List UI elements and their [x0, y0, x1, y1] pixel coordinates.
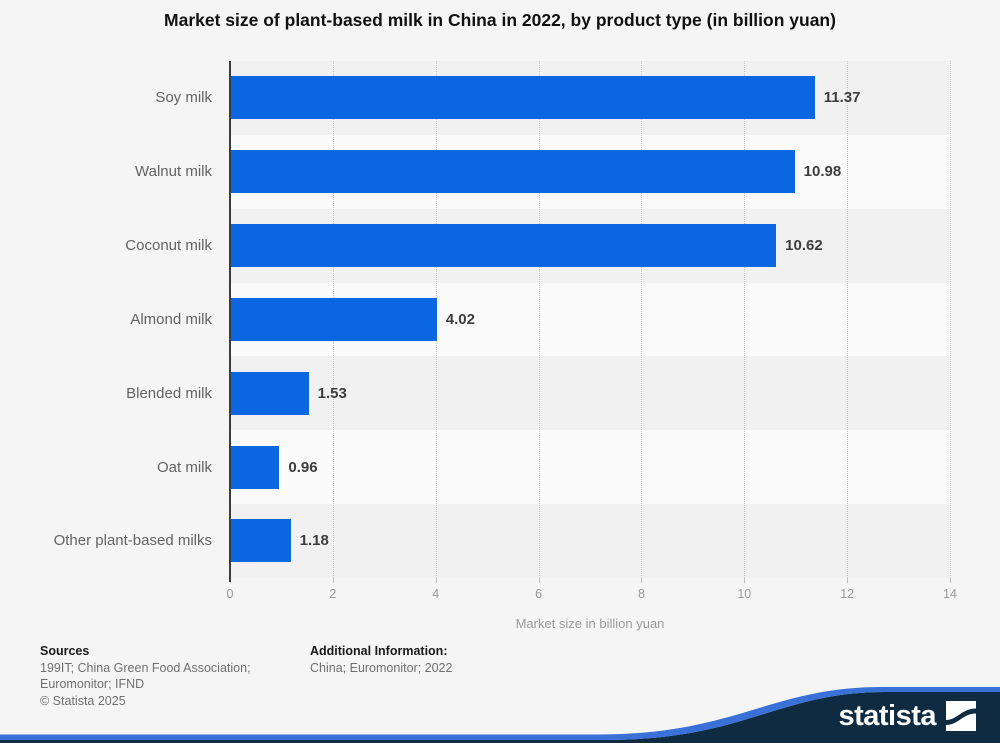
sources-block: Sources 199IT; China Green Food Associat…	[40, 643, 251, 709]
tick-mark-12	[847, 578, 849, 583]
x-tick-label-12: 12	[840, 587, 855, 601]
category-label-walnut-milk: Walnut milk	[135, 163, 212, 181]
bar-oat-milk	[230, 445, 280, 489]
x-tick-label-4: 4	[432, 587, 440, 601]
value-label-almond-milk: 4.02	[445, 310, 475, 328]
statista-wordmark: statista	[838, 699, 936, 732]
statista-banner: statista	[0, 680, 1000, 743]
value-label-oat-milk: 0.96	[288, 458, 318, 476]
chart-rows: Soy milk 11.37 Walnut milk 10.98 Coconut mil…	[0, 61, 950, 578]
y-axis-line	[229, 61, 231, 582]
plot-cell: 10.62	[230, 208, 950, 283]
bar-soy-milk	[230, 76, 815, 120]
additional-info-line: China; Euromonitor; 2022	[310, 660, 453, 675]
gridline-14	[950, 61, 951, 578]
copyright-text: © Statista 2025	[40, 693, 126, 708]
x-tick-label-2: 2	[329, 587, 337, 601]
tick-mark-10	[744, 578, 746, 583]
tick-mark-4	[435, 578, 437, 583]
chart-row-walnut-milk: Walnut milk 10.98	[0, 134, 950, 209]
value-label-blended-milk: 1.53	[317, 384, 347, 402]
x-axis-title: Market size in billion yuan	[515, 616, 665, 631]
tick-mark-6	[538, 578, 540, 583]
chart-row-blended-milk: Blended milk 1.53	[0, 356, 950, 431]
sources-heading: Sources	[40, 644, 90, 658]
tick-mark-14	[950, 578, 951, 583]
x-tick-label-8: 8	[637, 587, 645, 601]
additional-info-heading: Additional Information:	[310, 644, 448, 658]
category-label-blended-milk: Blended milk	[126, 384, 212, 402]
additional-info-block: Additional Information: China; Euromonit…	[310, 643, 452, 676]
bar-other-plant-based-milks	[230, 519, 291, 563]
bar-almond-milk	[230, 297, 437, 341]
x-tick-label-14: 14	[943, 587, 957, 601]
x-tick-label-6: 6	[535, 587, 543, 601]
category-label-almond-milk: Almond milk	[130, 310, 212, 328]
bar-chart: Soy milk 11.37 Walnut milk 10.98 Coconut mil…	[0, 61, 951, 583]
chart-row-oat-milk: Oat milk 0.96	[0, 430, 950, 505]
statista-logo-icon	[946, 701, 976, 731]
x-tick-label-10: 10	[737, 587, 752, 601]
value-label-walnut-milk: 10.98	[803, 163, 842, 181]
category-label-oat-milk: Oat milk	[156, 458, 212, 476]
value-label-other-plant-based-milks: 1.18	[299, 532, 329, 550]
value-label-soy-milk: 11.37	[823, 89, 861, 107]
chart-row-almond-milk: Almond milk 4.02	[0, 282, 950, 357]
value-label-coconut-milk: 10.62	[785, 237, 823, 255]
chart-row-other-plant-based-milks: Other plant-based milks 1.18	[0, 504, 950, 578]
plot-cell: 1.18	[230, 504, 950, 578]
x-tick-label-0: 0	[226, 587, 234, 601]
sources-line: 199IT; China Green Food Association;	[40, 660, 251, 675]
chart-row-soy-milk: Soy milk 11.37	[0, 61, 950, 135]
chart-row-coconut-milk: Coconut milk 10.62	[0, 208, 950, 283]
category-label-coconut-milk: Coconut milk	[125, 237, 212, 255]
statista-logo-link[interactable]: statista	[838, 701, 976, 731]
sources-line: Euromonitor; IFND	[40, 677, 145, 691]
tick-mark-8	[641, 578, 643, 583]
chart-title: Market size of plant-based milk in China…	[164, 10, 836, 30]
category-label-soy-milk: Soy milk	[155, 89, 212, 107]
plot-cell: 11.37	[230, 61, 950, 135]
category-label-other-plant-based-milks: Other plant-based milks	[53, 532, 212, 550]
plot-cell: 4.02	[230, 282, 950, 357]
banner-swoosh-graphic	[0, 687, 1000, 743]
tick-mark-2	[332, 578, 334, 583]
bar-coconut-milk	[230, 224, 777, 268]
bar-blended-milk	[230, 371, 309, 415]
plot-cell: 1.53	[230, 356, 950, 431]
plot-cell: 0.96	[230, 430, 950, 505]
plot-cell: 10.98	[230, 134, 950, 209]
bar-walnut-milk	[230, 150, 795, 194]
x-axis-tick-labels: 0 2 4 6 8 10 12 14	[226, 587, 957, 603]
